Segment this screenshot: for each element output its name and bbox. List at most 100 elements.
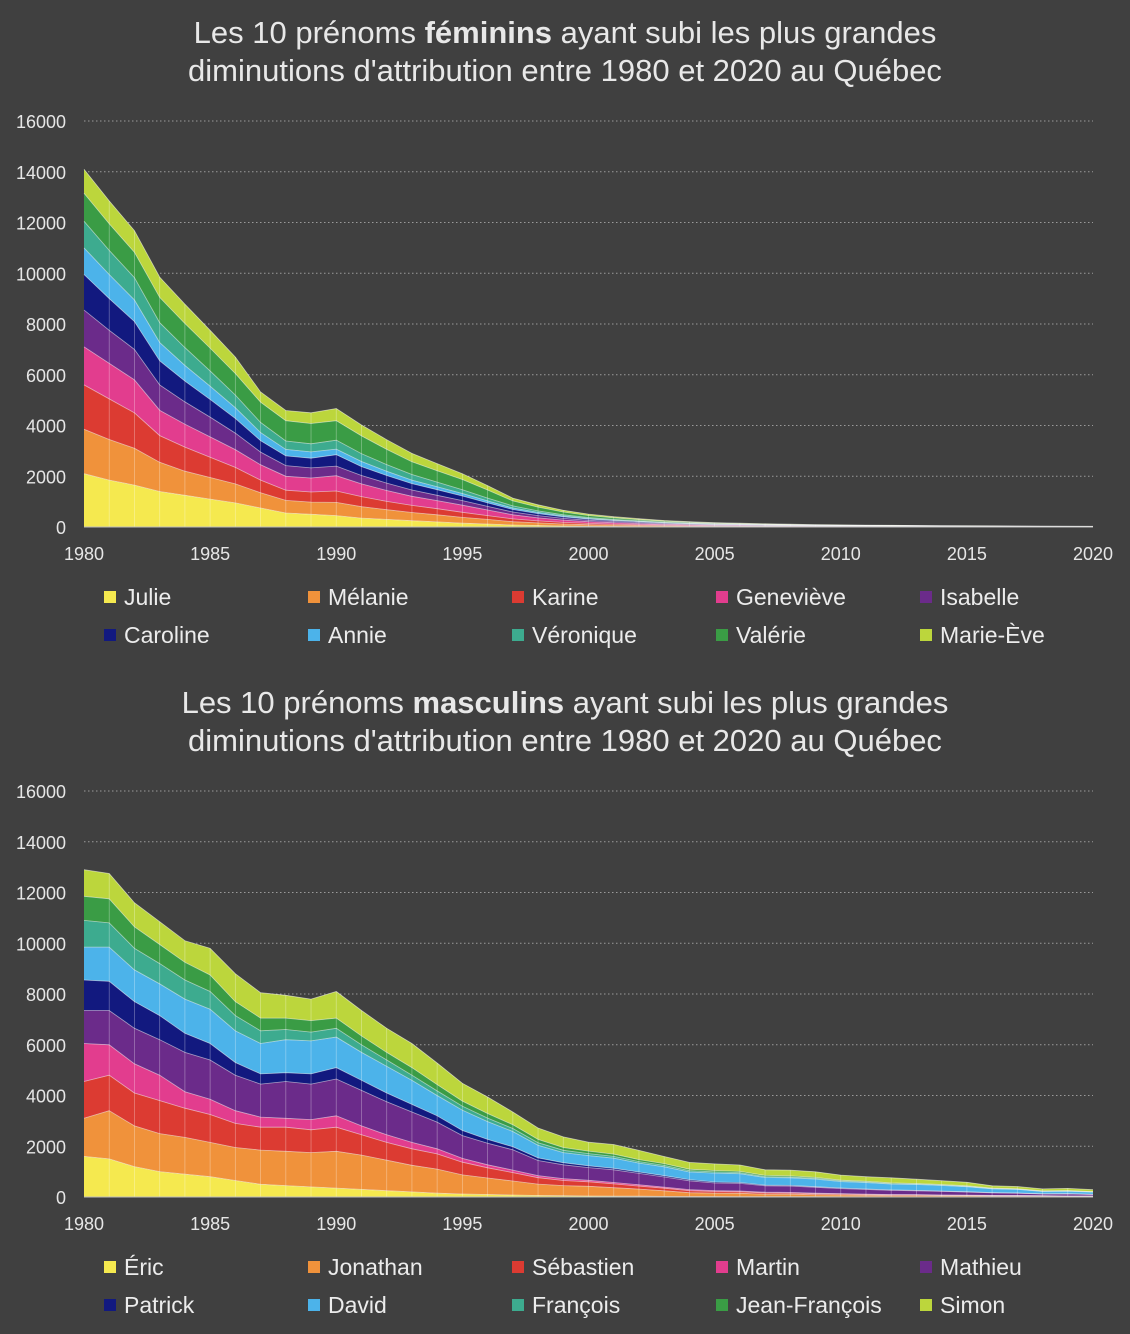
legend-item-karine: Karine <box>512 583 716 611</box>
area-sebastien <box>84 1075 1093 1197</box>
legend-label: Sébastien <box>532 1253 635 1280</box>
area-caroline <box>84 274 1093 527</box>
legend-item-marie-eve: Marie-Ève <box>920 621 1124 649</box>
legend-masculine: Éric Jonathan Sébastien Martin Mathieu Patric… <box>104 1253 1124 1319</box>
title-prefix: Les 10 prénoms <box>181 685 413 720</box>
title-prefix: Les 10 prénoms <box>193 15 425 50</box>
y-tick-label: 6000 <box>26 366 66 386</box>
legend-item-valerie: Valérie <box>716 621 920 649</box>
title-suffix: ayant subi les plus grandes <box>564 685 949 720</box>
area-mathieu <box>84 1010 1093 1196</box>
legend-item-annie: Annie <box>308 621 512 649</box>
legend-item-genevieve: Geneviève <box>716 583 920 611</box>
legend-label: Isabelle <box>940 583 1020 610</box>
legend-swatch <box>920 591 932 603</box>
area-martin <box>84 1043 1093 1197</box>
legend-swatch <box>104 1299 116 1311</box>
legend-swatch <box>920 629 932 641</box>
series-edge-patrick <box>83 979 1094 1195</box>
y-tick-label: 10000 <box>16 264 66 284</box>
x-tick-label: 2010 <box>821 1214 861 1234</box>
legend-label: Mélanie <box>328 583 409 610</box>
x-tick-label: 1985 <box>190 1214 230 1234</box>
legend-item-eric: Éric <box>104 1253 308 1281</box>
area-genevieve <box>84 346 1093 527</box>
legend-swatch <box>512 629 524 641</box>
legend-swatch <box>308 1299 320 1311</box>
legend-swatch <box>308 629 320 641</box>
x-tick-label: 2015 <box>947 1214 987 1234</box>
y-tick-label: 4000 <box>26 417 66 437</box>
legend-item-martin: Martin <box>716 1253 920 1281</box>
legend-swatch <box>716 1299 728 1311</box>
x-tick-label: 2020 <box>1073 1214 1113 1234</box>
legend-label: Martin <box>736 1253 800 1280</box>
area-isabelle <box>84 310 1093 527</box>
series-edge-jean-francois <box>83 895 1094 1192</box>
chart-title-feminine: Les 10 prénoms féminins ayant subi les p… <box>0 14 1130 90</box>
y-tick-label: 12000 <box>16 884 66 904</box>
x-tick-label: 2020 <box>1073 544 1113 564</box>
legend-item-jonathan: Jonathan <box>308 1253 512 1281</box>
legend-swatch <box>716 629 728 641</box>
y-tick-label: 4000 <box>26 1087 66 1107</box>
y-tick-label: 10000 <box>16 934 66 954</box>
legend-swatch <box>104 591 116 603</box>
title-bold: masculins <box>412 685 565 720</box>
legend-label: Karine <box>532 583 599 610</box>
chart-title-masculine: Les 10 prénoms masculins ayant subi les … <box>0 684 1130 760</box>
chart-feminine: Les 10 prénoms féminins ayant subi les p… <box>0 0 1130 665</box>
series-edge-jonathan <box>83 1110 1093 1197</box>
title-bold: féminins <box>424 15 553 50</box>
legend-feminine: Julie Mélanie Karine Geneviève Isabelle Carol… <box>104 583 1124 649</box>
title-line2: diminutions d'attribution entre 1980 et … <box>188 723 942 758</box>
legend-label: Julie <box>124 583 172 610</box>
y-tick-label: 12000 <box>16 214 66 234</box>
plot-masculine: 0 2000 4000 6000 8000 10000 12000 14000 16000 198… <box>16 782 1113 1234</box>
title-line2: diminutions d'attribution entre 1980 et … <box>188 53 942 88</box>
x-tick-label: 2010 <box>821 544 861 564</box>
x-tick-label: 2015 <box>947 544 987 564</box>
y-tick-label: 14000 <box>16 833 66 853</box>
legend-label: Véronique <box>532 621 637 648</box>
legend-swatch <box>512 591 524 603</box>
y-tick-label: 16000 <box>16 782 66 802</box>
legend-label: Jean-François <box>736 1291 882 1318</box>
legend-label: Marie-Ève <box>940 621 1045 648</box>
x-tick-label: 1985 <box>190 544 230 564</box>
legend-swatch <box>716 1261 728 1273</box>
legend-label: Patrick <box>124 1291 195 1318</box>
legend-item-mathieu: Mathieu <box>920 1253 1124 1281</box>
legend-label: Simon <box>940 1291 1006 1318</box>
legend-label: Valérie <box>736 621 806 648</box>
legend-item-caroline: Caroline <box>104 621 308 649</box>
x-tick-label: 1995 <box>442 544 482 564</box>
x-tick-label: 2000 <box>568 544 608 564</box>
y-tick-label: 2000 <box>26 467 66 487</box>
legend-label: Geneviève <box>736 583 846 610</box>
legend-item-jean-francois: Jean-François <box>716 1291 920 1319</box>
legend-label: François <box>532 1291 621 1318</box>
y-tick-label: 0 <box>56 518 66 538</box>
legend-item-veronique: Véronique <box>512 621 716 649</box>
y-tick-label: 0 <box>56 1188 66 1208</box>
legend-swatch <box>104 1261 116 1273</box>
legend-swatch <box>104 629 116 641</box>
x-tick-label: 2005 <box>695 1214 735 1234</box>
series-edge-martin <box>83 1043 1093 1197</box>
legend-label: Jonathan <box>328 1253 423 1280</box>
legend-item-isabelle: Isabelle <box>920 583 1124 611</box>
legend-swatch <box>512 1261 524 1273</box>
series-edge-simon <box>83 869 1094 1190</box>
area-julie <box>84 473 1093 527</box>
legend-swatch <box>920 1299 932 1311</box>
legend-item-sebastien: Sébastien <box>512 1253 716 1281</box>
x-tick-label: 1995 <box>442 1214 482 1234</box>
area-eric <box>84 1156 1093 1197</box>
legend-label: Caroline <box>124 621 210 648</box>
x-tick-label: 1990 <box>316 1214 356 1234</box>
area-jonathan <box>84 1110 1093 1197</box>
areas <box>83 869 1094 1198</box>
legend-item-julie: Julie <box>104 583 308 611</box>
plot-feminine: 0 2000 4000 6000 8000 10000 12000 14000 16000 198… <box>16 112 1113 564</box>
